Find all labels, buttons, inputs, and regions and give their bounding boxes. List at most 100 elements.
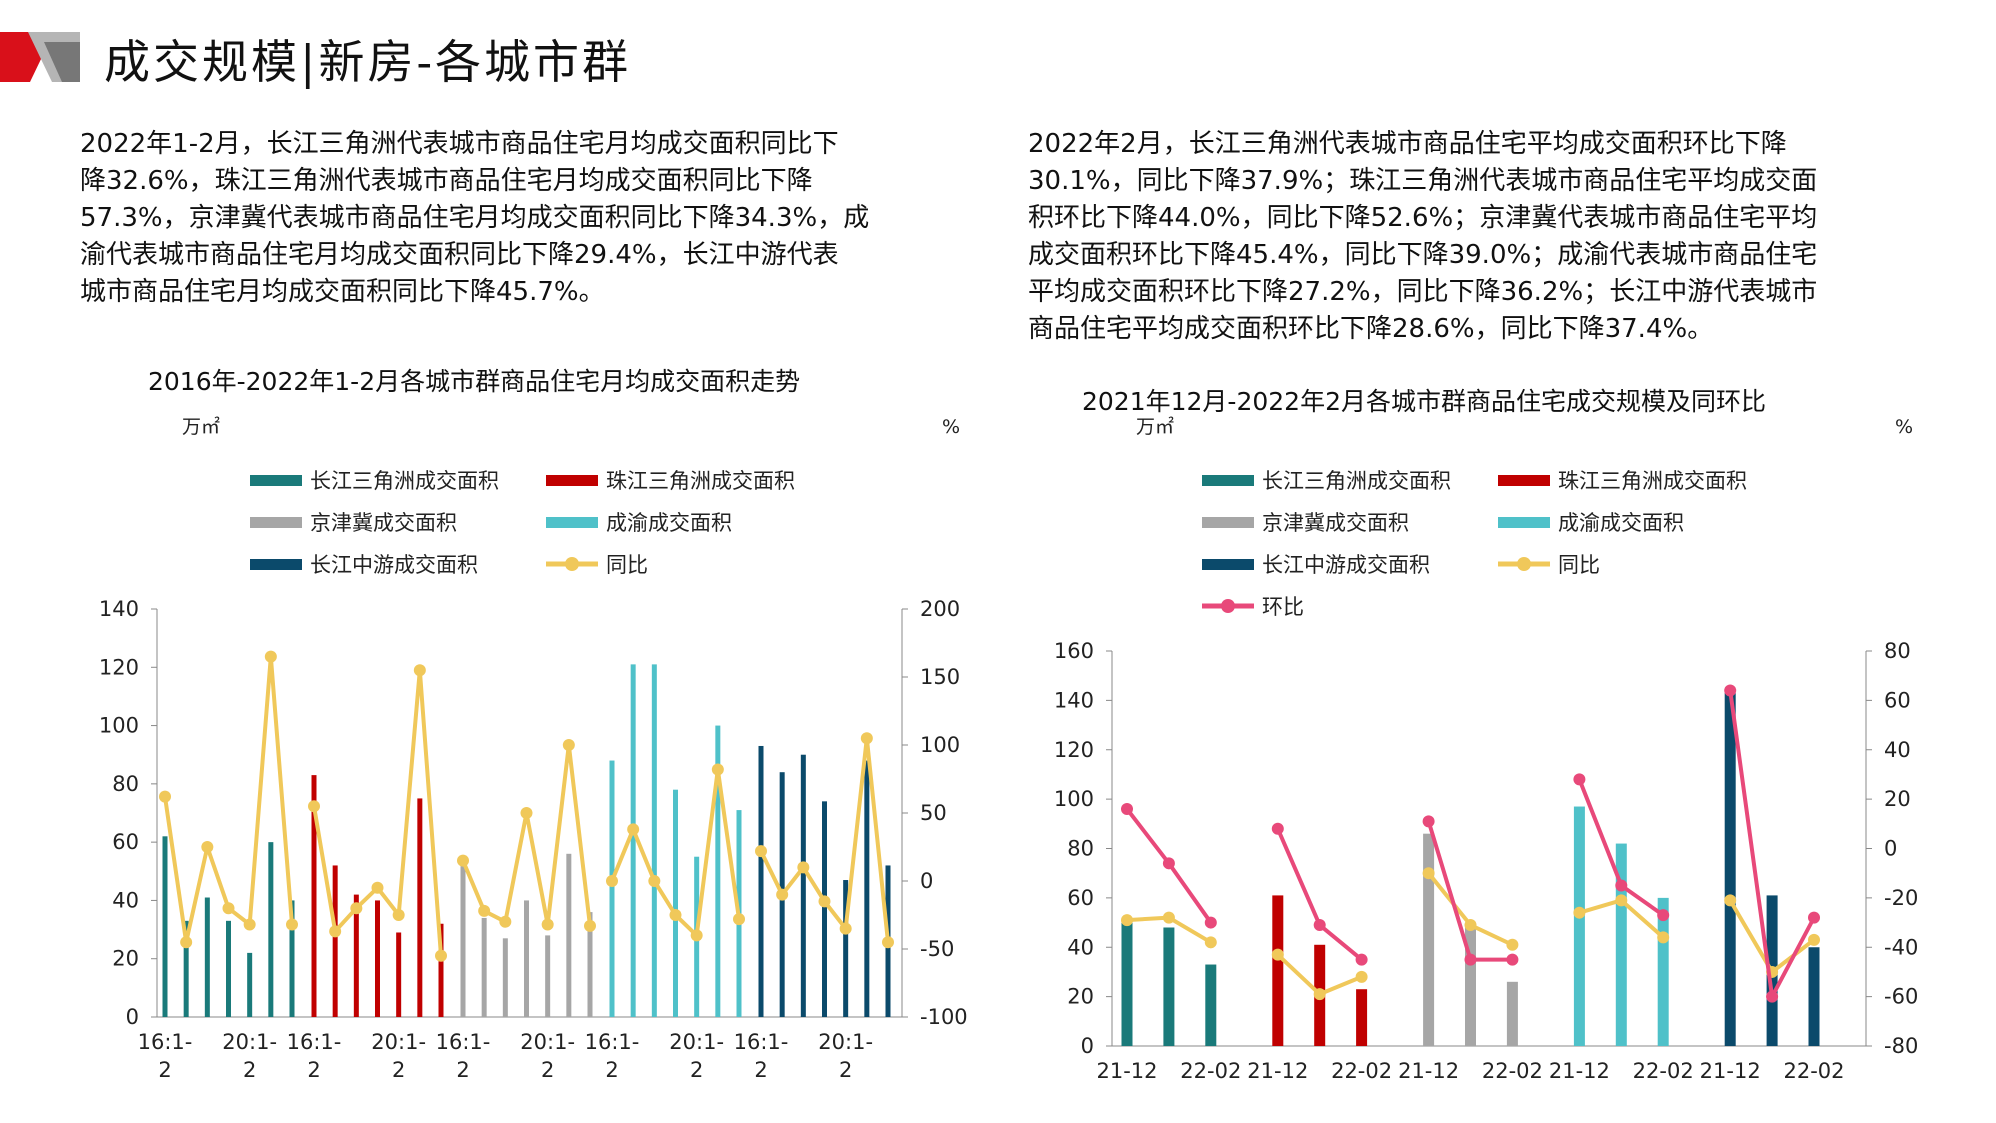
legend-label-prd: 珠江三角洲成交面积: [606, 469, 795, 493]
y-tick-label-left: 160: [1054, 639, 1094, 663]
point-yoy: [1657, 931, 1670, 944]
x-tick-label: 22-02: [1482, 1059, 1543, 1083]
summary-text-right: 2022年2月，长江三角洲代表城市商品住宅平均成交面积环比下降 30.1%，同比…: [1028, 129, 1818, 344]
bar-prd: [1272, 895, 1284, 1046]
bar-yrd: [1163, 927, 1175, 1046]
bar-prd: [311, 775, 317, 1017]
x-tick-label: 20:1-: [371, 1030, 426, 1054]
point-mom: [1355, 953, 1368, 966]
bar-yrd: [289, 900, 295, 1017]
bar-cjzy: [1724, 692, 1736, 1046]
bar-yrd: [247, 952, 253, 1017]
x-tick-label: 21-12: [1398, 1059, 1459, 1083]
point-mom: [1724, 684, 1737, 697]
point-yoy: [1422, 867, 1435, 880]
x-tick-label: 2: [158, 1058, 171, 1082]
y-tick-label-left: 140: [1054, 688, 1094, 712]
point-yoy: [264, 650, 277, 663]
point-yoy: [882, 936, 894, 949]
y-tick-label-left: 0: [1081, 1034, 1094, 1058]
y-tick-label-left: 0: [126, 1005, 139, 1029]
bar-cy: [651, 664, 657, 1017]
bar-prd: [332, 865, 338, 1017]
header-bar: 成交规模|新房-各城市群: [0, 0, 1996, 110]
x-tick-label: 2: [754, 1058, 767, 1082]
legend-label-cy: 成渝成交面积: [1558, 511, 1684, 535]
point-mom: [1657, 909, 1670, 922]
point-yoy: [562, 739, 575, 751]
legend-label-cjzy: 长江中游成交面积: [310, 553, 478, 577]
point-yoy: [690, 929, 703, 942]
point-yoy: [1506, 938, 1519, 951]
y-tick-label-right: 0: [920, 869, 933, 893]
bar-cjzy: [1808, 947, 1820, 1046]
x-tick-label: 16:1-: [585, 1030, 640, 1054]
x-tick-label: 21-12: [1549, 1059, 1610, 1083]
bar-yrd: [183, 920, 189, 1017]
point-yoy: [329, 925, 342, 938]
point-yoy: [520, 807, 533, 819]
point-yoy: [584, 919, 596, 932]
point-mom: [1506, 953, 1519, 966]
point-yoy: [413, 664, 426, 677]
legend-swatch-cy: [546, 517, 598, 528]
point-yoy: [860, 732, 873, 745]
legend-label-jjj: 京津冀成交面积: [1262, 511, 1409, 535]
bar-cy: [1573, 806, 1585, 1046]
x-tick-label: 22-02: [1783, 1059, 1844, 1083]
y-tick-label-left: 80: [112, 772, 139, 796]
y-tick-label-left: 40: [1067, 935, 1094, 959]
point-yoy: [499, 915, 512, 928]
bar-cy: [1657, 897, 1669, 1046]
bar-yrd: [204, 897, 210, 1017]
legend-swatch-cjzy: [250, 559, 302, 570]
x-tick-label: 2: [456, 1058, 469, 1082]
x-tick-label: 20:1-: [520, 1030, 575, 1054]
point-yoy: [457, 854, 469, 867]
x-tick-label: 21-12: [1700, 1059, 1761, 1083]
legend-marker-yoy: [1517, 557, 1531, 571]
bar-prd: [1356, 989, 1368, 1046]
x-tick-label: 21-12: [1247, 1059, 1308, 1083]
bar-jjj: [481, 917, 487, 1017]
x-tick-label: 20:1-: [669, 1030, 724, 1054]
y-unit-left: 万㎡: [182, 415, 220, 438]
bar-cjzy: [758, 745, 764, 1017]
y-tick-label-left: 20: [112, 947, 139, 971]
x-tick-label: 20:1-: [222, 1030, 277, 1054]
legend-swatch-yrd: [1202, 475, 1254, 486]
x-tick-label: 2: [839, 1058, 852, 1082]
legend-marker-yoy: [565, 557, 579, 571]
point-yoy: [435, 949, 447, 962]
legend-label-prd: 珠江三角洲成交面积: [1558, 469, 1747, 493]
page-title: 成交规模|新房-各城市群: [104, 35, 632, 89]
bar-prd: [438, 923, 444, 1017]
x-tick-label: 2: [243, 1058, 256, 1082]
point-yoy: [392, 909, 405, 921]
bar-yrd: [226, 920, 231, 1017]
point-yoy: [1204, 936, 1217, 949]
x-tick-label: 16:1-: [287, 1030, 342, 1054]
bar-cjzy: [843, 880, 849, 1017]
point-yoy: [201, 841, 214, 853]
y-tick-label-left: 120: [1054, 738, 1094, 762]
point-yoy: [371, 881, 384, 894]
point-yoy: [818, 895, 831, 908]
point-yoy: [1121, 914, 1133, 927]
legend-marker-mom: [1221, 599, 1235, 613]
y-tick-label-left: 60: [112, 830, 139, 854]
x-tick-label: 22-02: [1633, 1059, 1694, 1083]
x-tick-label: 2: [605, 1058, 618, 1082]
point-yoy: [711, 763, 724, 776]
y-tick-label-left: 120: [99, 655, 139, 679]
y-tick-label-right: 0: [1884, 837, 1897, 861]
legend-swatch-prd: [1498, 475, 1550, 486]
bar-prd: [396, 932, 402, 1017]
chart2-title: 2021年12月-2022年2月各城市群商品住宅成交规模及同环比: [1082, 387, 1766, 416]
legend-swatch-cjzy: [1202, 559, 1254, 570]
y-tick-label-right: -60: [1884, 985, 1918, 1009]
legend-label-yrd: 长江三角洲成交面积: [310, 469, 499, 493]
bar-cy: [630, 664, 636, 1017]
point-yoy: [243, 918, 256, 931]
point-yoy: [180, 936, 193, 949]
